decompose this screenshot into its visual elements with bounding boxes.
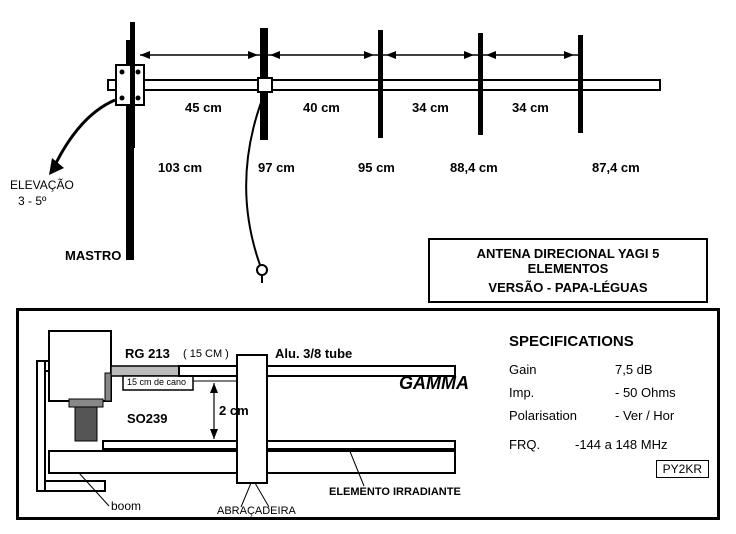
pol-val: - Ver / Hor: [615, 408, 674, 423]
gain-lbl: Gain: [509, 362, 591, 377]
boom-label: boom: [111, 499, 141, 513]
title-box: ANTENA DIRECIONAL YAGI 5 ELEMENTOS VERSÃ…: [428, 238, 708, 303]
elevation-value: 3 - 5º: [18, 194, 46, 208]
callsign: PY2KR: [656, 460, 709, 478]
len-2: 95 cm: [358, 160, 395, 175]
gamma-panel: RG 213 ( 15 CM ) 15 cm de cano Alu. 3/8 …: [16, 308, 720, 520]
title-line2: VERSÃO - PAPA-LÉGUAS: [442, 280, 694, 295]
specs-heading: SPECIFICATIONS: [509, 333, 709, 350]
imp-lbl: Imp.: [509, 385, 591, 400]
inner-label: 15 cm de cano: [127, 377, 186, 387]
title-line1: ANTENA DIRECIONAL YAGI 5 ELEMENTOS: [442, 246, 694, 276]
spacing-3: 34 cm: [412, 100, 449, 115]
len-1: 97 cm: [258, 160, 295, 175]
spacing-1: 45 cm: [185, 100, 222, 115]
len-3: 88,4 cm: [450, 160, 498, 175]
two-cm: 2 cm: [219, 403, 249, 418]
elevation-label: ELEVAÇÃO: [10, 178, 74, 192]
spacing-2: 40 cm: [303, 100, 340, 115]
mast-label: MASTRO: [65, 248, 121, 263]
gamma-title: GAMMA: [399, 373, 469, 394]
clamp-label: ABRAÇADEIRA: [217, 505, 296, 517]
rg213-len: ( 15 CM ): [183, 348, 229, 360]
gain-val: 7,5 dB: [615, 362, 653, 377]
rg213-label: RG 213: [125, 346, 170, 361]
len-4: 87,4 cm: [592, 160, 640, 175]
spacing-4: 34 cm: [512, 100, 549, 115]
pol-lbl: Polarisation: [509, 408, 591, 423]
radiator-label: ELEMENTO IRRADIANTE: [329, 486, 461, 498]
frq-val: -144 a 148 MHz: [575, 437, 668, 452]
specs-block: SPECIFICATIONS Gain 7,5 dB Imp. - 50 Ohm…: [509, 333, 709, 478]
frq-lbl: FRQ.: [509, 437, 551, 452]
len-0: 103 cm: [158, 160, 202, 175]
so239-label: SO239: [127, 411, 167, 426]
imp-val: - 50 Ohms: [615, 385, 676, 400]
alu-label: Alu. 3/8 tube: [275, 346, 352, 361]
